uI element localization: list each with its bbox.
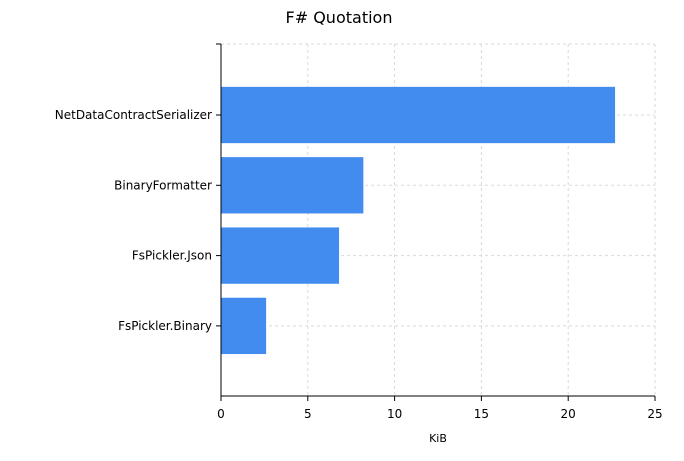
category-label: FsPickler.Binary [118, 319, 212, 333]
category-label: NetDataContractSerializer [55, 108, 212, 122]
axes [216, 43, 656, 401]
bar [221, 86, 616, 144]
category-label: FsPickler.Json [132, 249, 212, 263]
bars [221, 86, 616, 355]
bar [221, 227, 340, 284]
chart-title: F# Quotation [286, 8, 393, 27]
x-tick-label: 25 [647, 407, 662, 421]
x-tick-label: 20 [561, 407, 576, 421]
x-tick-label: 10 [387, 407, 402, 421]
x-tick-label: 15 [474, 407, 489, 421]
x-tick-label: 0 [217, 407, 225, 421]
x-axis-label: KiB [429, 432, 447, 445]
category-label: BinaryFormatter [114, 178, 212, 192]
labels: 0 5 10 15 20 25 NetDataContractSerializer Binar… [55, 108, 663, 421]
bar [221, 157, 364, 214]
x-tick-label: 5 [304, 407, 312, 421]
bar [221, 297, 267, 355]
